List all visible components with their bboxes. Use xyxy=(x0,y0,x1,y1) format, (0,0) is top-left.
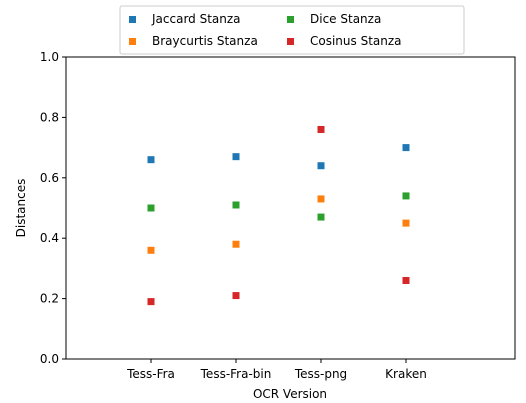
data-point xyxy=(232,153,240,161)
x-tick-label: Tess-Fra xyxy=(126,367,175,381)
y-tick-label: 0.6 xyxy=(40,171,59,185)
data-points xyxy=(147,125,410,306)
data-point xyxy=(232,292,240,300)
y-tick-label: 0.2 xyxy=(40,292,59,306)
y-axis: 0.0 0.2 0.4 0.6 0.8 1.0 xyxy=(40,50,66,366)
data-point xyxy=(317,125,325,133)
legend-marker xyxy=(129,38,136,45)
legend-label: Braycurtis Stanza xyxy=(152,34,258,48)
data-point xyxy=(147,156,155,164)
legend-label: Cosinus Stanza xyxy=(310,34,402,48)
data-point xyxy=(317,213,325,221)
x-axis-label: OCR Version xyxy=(253,387,327,401)
legend-marker xyxy=(287,38,294,45)
data-point xyxy=(317,195,325,203)
y-tick-label: 0.0 xyxy=(40,352,59,366)
data-point xyxy=(402,144,410,152)
plot-frame xyxy=(65,56,516,360)
y-tick-label: 1.0 xyxy=(40,50,59,64)
data-point xyxy=(147,298,155,306)
data-point xyxy=(147,204,155,212)
data-point xyxy=(317,162,325,170)
y-tick-label: 0.8 xyxy=(40,110,59,124)
legend-marker xyxy=(129,16,136,23)
data-point xyxy=(232,201,240,209)
x-tick-label: Kraken xyxy=(385,367,427,381)
data-point xyxy=(147,246,155,254)
y-axis-label: Distances xyxy=(14,179,28,238)
x-axis: Tess-Fra Tess-Fra-bin Tess-png Kraken xyxy=(126,359,427,381)
data-point xyxy=(402,276,410,284)
x-tick-label: Tess-png xyxy=(294,367,347,381)
legend: Jaccard Stanza Braycurtis Stanza Dice Stan… xyxy=(119,5,465,55)
legend-frame xyxy=(119,5,465,55)
legend-label: Dice Stanza xyxy=(310,12,381,26)
legend-marker xyxy=(287,16,294,23)
y-tick-label: 0.4 xyxy=(40,231,59,245)
data-point xyxy=(402,192,410,200)
legend-label: Jaccard Stanza xyxy=(151,12,241,26)
data-point xyxy=(402,219,410,227)
data-point xyxy=(232,240,240,248)
x-tick-label: Tess-Fra-bin xyxy=(200,367,272,381)
